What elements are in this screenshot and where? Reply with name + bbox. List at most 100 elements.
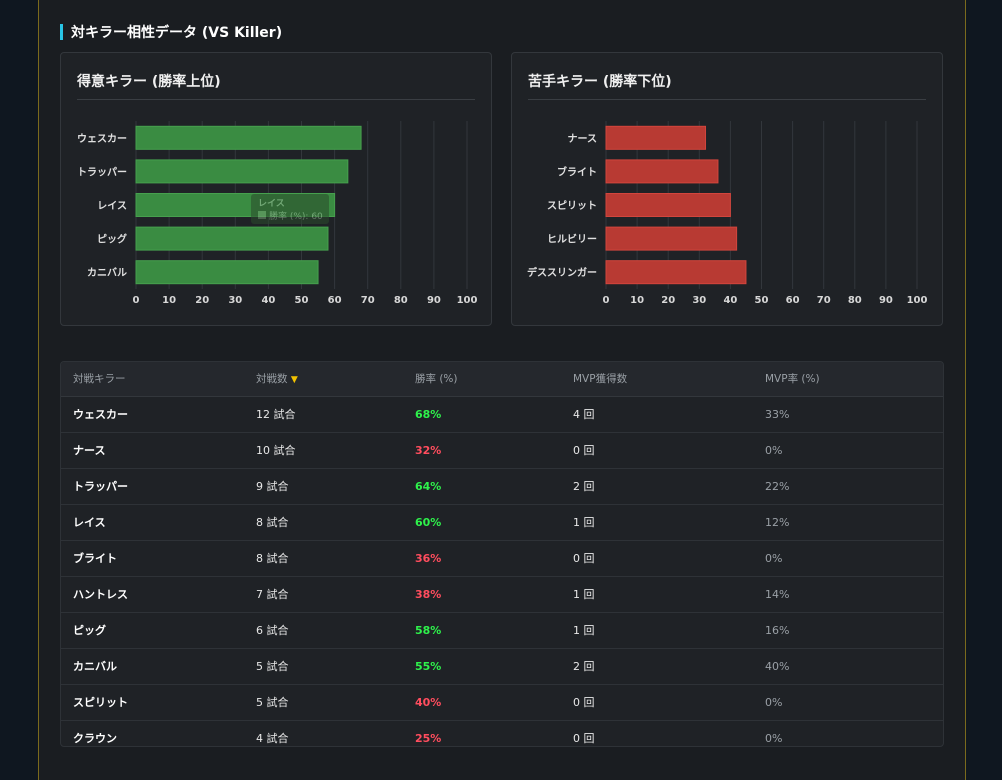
killer-cell: ピッグ bbox=[61, 612, 244, 649]
category-label: スピリット bbox=[547, 200, 597, 212]
header-winrate[interactable]: 勝率 (%) bbox=[403, 362, 561, 397]
sort-desc-icon: ▼ bbox=[290, 375, 298, 386]
best-killers-chart: 0 10 20 30 40 50 60 70 80 90 100 ウェスカートラッパーレイスピッグカニ… bbox=[77, 121, 478, 306]
header-killer[interactable]: 対戦キラー bbox=[61, 362, 244, 397]
x-tick-label: 40 bbox=[261, 295, 275, 306]
x-tick-label: 90 bbox=[427, 295, 441, 306]
matches-cell: 10 試合 bbox=[244, 432, 403, 469]
killer-cell: ウェスカー bbox=[61, 396, 244, 433]
killer-cell: スピリット bbox=[61, 684, 244, 721]
x-tick-label: 30 bbox=[228, 295, 242, 306]
x-tick-label: 50 bbox=[755, 295, 769, 306]
worst-killers-card: 苦手キラー (勝率下位) 0 10 20 30 40 50 60 70 80 90 100 ナース ブラ… bbox=[511, 52, 943, 326]
table-row: クラウン 4 試合 25% 0 回 0% bbox=[61, 720, 943, 746]
x-tick-label: 30 bbox=[692, 295, 706, 306]
mvp-cell: 0 回 bbox=[561, 432, 753, 469]
section-header: 対キラー相性データ (VS Killer) bbox=[60, 22, 282, 42]
mvp-cell: 2 回 bbox=[561, 648, 753, 685]
x-tick-label: 80 bbox=[394, 295, 408, 306]
table-row: ピッグ 6 試合 58% 1 回 16% bbox=[61, 612, 943, 649]
winrate-cell: 58% bbox=[403, 612, 561, 649]
accent-bar bbox=[60, 24, 63, 40]
category-label: ピッグ bbox=[97, 233, 127, 246]
category-label: ヒルビリー bbox=[547, 233, 597, 246]
mvp-cell: 1 回 bbox=[561, 576, 753, 613]
mvp-cell: 0 回 bbox=[561, 540, 753, 577]
killer-cell: ナース bbox=[61, 432, 244, 469]
bar-4[interactable] bbox=[135, 226, 329, 251]
mvp-cell: 0 回 bbox=[573, 732, 595, 745]
mvp-cell: 1 回 bbox=[561, 612, 753, 649]
category-label: カニバル bbox=[87, 267, 127, 279]
header-mvprate[interactable]: MVP率 (%) bbox=[753, 362, 943, 397]
section-title: 対キラー相性データ (VS Killer) bbox=[71, 25, 283, 41]
matches-cell: 12 試合 bbox=[244, 396, 403, 433]
x-tick-label: 100 bbox=[457, 295, 478, 306]
table-header-row: 対戦キラー 対戦数 ▼ 勝率 (%) MVP獲得数 MVP率 (%) bbox=[61, 362, 943, 397]
mvp-cell: 4 回 bbox=[561, 396, 753, 433]
header-matches[interactable]: 対戦数 ▼ bbox=[244, 362, 403, 397]
mvprate-cell: 0% bbox=[753, 684, 943, 721]
winrate-cell: 36% bbox=[403, 540, 561, 577]
bar-4[interactable] bbox=[605, 226, 738, 251]
category-label: レイス bbox=[97, 200, 127, 212]
bar-2[interactable] bbox=[135, 159, 349, 184]
tooltip-swatch bbox=[258, 211, 266, 219]
mvprate-cell: 12% bbox=[753, 504, 943, 541]
bar-3[interactable] bbox=[605, 193, 731, 217]
mvprate-cell: 40% bbox=[753, 648, 943, 685]
matches-cell: 6 試合 bbox=[244, 612, 403, 649]
matches-cell: 5 試合 bbox=[244, 684, 403, 721]
winrate-cell: 38% bbox=[403, 576, 561, 613]
table-row: ウェスカー 12 試合 68% 4 回 33% bbox=[61, 396, 943, 433]
matches-cell: 8 試合 bbox=[244, 504, 403, 541]
mvprate-cell: 14% bbox=[753, 576, 943, 613]
winrate-cell: 40% bbox=[403, 684, 561, 721]
category-label: トラッパー bbox=[77, 166, 127, 178]
matches-cell: 7 試合 bbox=[244, 576, 403, 613]
category-label: ブライト bbox=[557, 165, 597, 178]
bar-5[interactable] bbox=[605, 260, 747, 285]
category-label: ウェスカー bbox=[77, 133, 127, 145]
x-tick-label: 60 bbox=[328, 295, 342, 306]
x-tick-label: 10 bbox=[162, 295, 176, 306]
table-row: ブライト 8 試合 36% 0 回 0% bbox=[61, 540, 943, 577]
mvprate-cell: 0% bbox=[753, 432, 943, 469]
card-divider bbox=[528, 99, 926, 100]
mvprate-cell: 0% bbox=[753, 540, 943, 577]
best-killers-card: 得意キラー (勝率上位) 0 10 20 30 40 50 60 70 80 90 100 ウェスカー… bbox=[60, 52, 492, 326]
killer-cell: ハントレス bbox=[61, 576, 244, 613]
killer-cell: クラウン bbox=[73, 732, 117, 745]
x-tick-label: 0 bbox=[603, 295, 610, 306]
bar-1[interactable] bbox=[605, 125, 707, 150]
table-row: ハントレス 7 試合 38% 1 回 14% bbox=[61, 576, 943, 613]
mvp-cell: 0 回 bbox=[561, 684, 753, 721]
killer-cell: カニバル bbox=[61, 648, 244, 685]
matches-cell: 4 試合 bbox=[256, 732, 289, 745]
bar-1[interactable] bbox=[135, 125, 362, 150]
x-tick-label: 20 bbox=[661, 295, 675, 306]
worst-killers-chart: 0 10 20 30 40 50 60 70 80 90 100 ナースブライトスピリットヒルビリーデ… bbox=[527, 121, 928, 306]
x-tick-label: 0 bbox=[133, 295, 140, 306]
x-tick-label: 10 bbox=[630, 295, 644, 306]
winrate-cell: 55% bbox=[403, 648, 561, 685]
winrate-cell: 64% bbox=[403, 468, 561, 505]
tooltip-text: 勝率 (%): 60 bbox=[269, 210, 323, 222]
mvprate-cell: 22% bbox=[753, 468, 943, 505]
matches-cell: 8 試合 bbox=[244, 540, 403, 577]
x-tick-label: 100 bbox=[907, 295, 928, 306]
winrate-cell: 25% bbox=[415, 731, 442, 745]
header-mvp[interactable]: MVP獲得数 bbox=[561, 362, 753, 397]
matches-cell: 9 試合 bbox=[244, 468, 403, 505]
table-row: カニバル 5 試合 55% 2 回 40% bbox=[61, 648, 943, 685]
bar-2[interactable] bbox=[605, 159, 719, 184]
table-row: トラッパー 9 試合 64% 2 回 22% bbox=[61, 468, 943, 505]
tooltip-title: レイス bbox=[258, 198, 285, 209]
table-row: ナース 10 試合 32% 0 回 0% bbox=[61, 432, 943, 469]
table-row: スピリット 5 試合 40% 0 回 0% bbox=[61, 684, 943, 721]
mvprate-cell: 16% bbox=[753, 612, 943, 649]
best-killers-title: 得意キラー (勝率上位) bbox=[77, 74, 221, 90]
killer-cell: ブライト bbox=[61, 540, 244, 577]
bar-5[interactable] bbox=[135, 260, 319, 285]
